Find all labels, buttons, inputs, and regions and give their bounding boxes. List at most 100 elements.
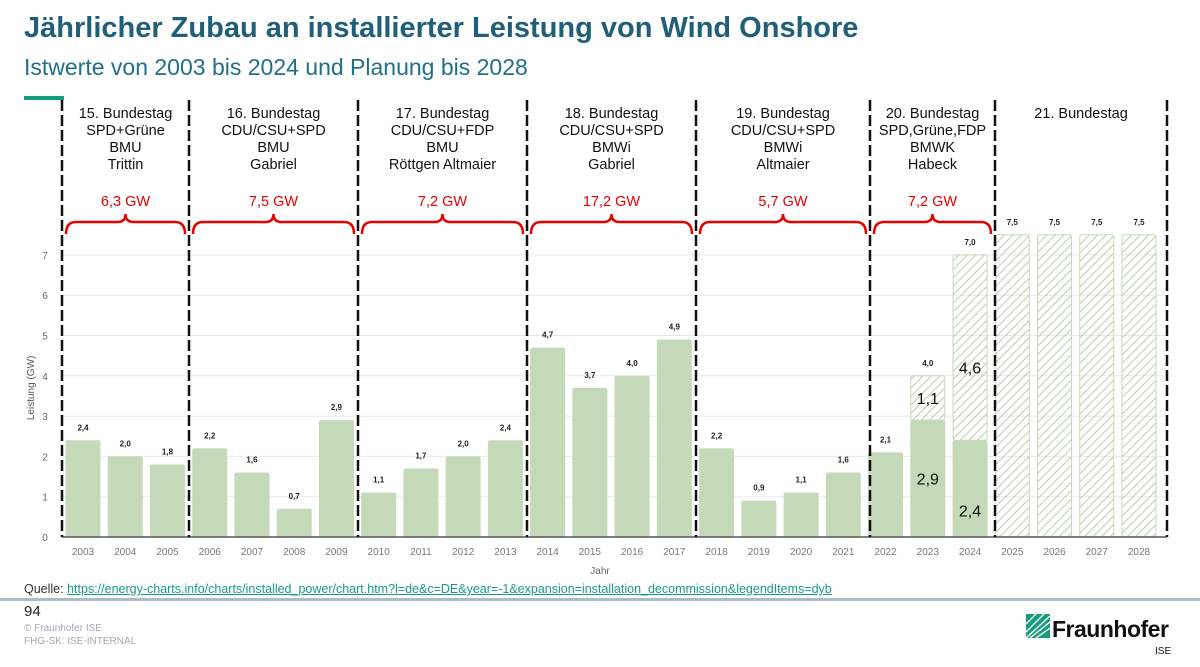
period-label: 19. Bundestag bbox=[736, 106, 830, 122]
period-label: BMWi bbox=[592, 140, 631, 156]
bar-inner-label: 2,4 bbox=[959, 504, 981, 521]
x-tick-label: 2019 bbox=[748, 547, 771, 558]
bar-planned bbox=[1121, 234, 1157, 538]
x-tick-label: 2027 bbox=[1086, 547, 1109, 558]
period-total-label: 17,2 GW bbox=[583, 194, 641, 210]
source-label: Quelle: bbox=[24, 582, 64, 596]
bar-actual bbox=[318, 420, 354, 537]
bar-actual bbox=[361, 492, 397, 537]
bar-planned bbox=[1037, 234, 1073, 538]
page-number: 94 bbox=[24, 603, 41, 620]
period-brace bbox=[191, 213, 356, 235]
bar-planned bbox=[1079, 234, 1115, 538]
bar-value-label: 7,5 bbox=[1091, 218, 1103, 227]
bar-value-label: 4,0 bbox=[627, 359, 639, 368]
bar-inner-label: 4,6 bbox=[959, 361, 981, 378]
period-brace bbox=[360, 213, 525, 235]
period-label: Altmaier bbox=[756, 157, 809, 173]
bar-actual bbox=[614, 375, 650, 537]
bar-actual bbox=[656, 339, 692, 537]
x-tick-label: 2015 bbox=[579, 547, 602, 558]
x-tick-label: 2023 bbox=[917, 547, 940, 558]
x-tick-label: 2004 bbox=[114, 547, 137, 558]
x-tick-label: 2013 bbox=[494, 547, 517, 558]
bar-actual bbox=[910, 420, 946, 537]
y-tick-label: 5 bbox=[42, 332, 48, 343]
bar-actual bbox=[699, 448, 735, 537]
x-tick-label: 2016 bbox=[621, 547, 644, 558]
bar-planned bbox=[994, 234, 1030, 538]
bar-actual bbox=[276, 508, 312, 537]
period-total-label: 7,5 GW bbox=[249, 194, 298, 210]
bar-value-label: 7,5 bbox=[1133, 218, 1145, 227]
period-brace bbox=[698, 213, 868, 235]
period-label: Trittin bbox=[108, 157, 144, 173]
x-tick-label: 2025 bbox=[1001, 547, 1024, 558]
x-tick-label: 2020 bbox=[790, 547, 813, 558]
bar-actual bbox=[530, 347, 566, 537]
bar-actual bbox=[192, 448, 228, 537]
bar-value-label: 2,4 bbox=[77, 423, 89, 432]
period-label: Gabriel bbox=[250, 157, 297, 173]
y-tick-label: 4 bbox=[42, 372, 48, 383]
period-label: BMU bbox=[426, 140, 458, 156]
bar-value-label: 4,9 bbox=[669, 323, 681, 332]
bar-value-label: 3,7 bbox=[584, 371, 596, 380]
y-tick-label: 2 bbox=[42, 452, 48, 463]
period-total-label: 6,3 GW bbox=[101, 194, 150, 210]
period-label: Gabriel bbox=[588, 157, 635, 173]
period-total-label: 5,7 GW bbox=[758, 194, 807, 210]
bar-actual bbox=[952, 440, 988, 537]
x-axis-label: Jahr bbox=[590, 566, 610, 577]
period-label: 16. Bundestag bbox=[227, 106, 321, 122]
bar-value-label: 2,4 bbox=[500, 423, 512, 432]
bar-value-label: 7,5 bbox=[1049, 218, 1061, 227]
y-tick-label: 3 bbox=[42, 412, 48, 423]
bar-value-label: 1,1 bbox=[373, 476, 385, 485]
bar-actual bbox=[403, 468, 439, 537]
bar-actual bbox=[572, 387, 608, 537]
period-label: CDU/CSU+SPD bbox=[221, 123, 325, 139]
bar-value-label: 1,6 bbox=[246, 456, 258, 465]
bar-value-label: 2,1 bbox=[880, 435, 892, 444]
copyright: © Fraunhofer ISE bbox=[24, 623, 102, 634]
x-tick-label: 2028 bbox=[1128, 547, 1151, 558]
source-link[interactable]: https://energy-charts.info/charts/instal… bbox=[67, 582, 832, 596]
bar-actual bbox=[825, 472, 861, 537]
x-tick-label: 2024 bbox=[959, 547, 982, 558]
x-tick-label: 2009 bbox=[325, 547, 348, 558]
period-label: BMWK bbox=[910, 140, 955, 156]
accent-bar bbox=[24, 96, 64, 100]
fraunhofer-logo-icon bbox=[1026, 614, 1050, 638]
x-tick-label: 2018 bbox=[705, 547, 728, 558]
period-label: BMU bbox=[257, 140, 289, 156]
period-label: Röttgen Altmaier bbox=[389, 157, 496, 173]
bar-actual bbox=[65, 440, 101, 537]
bar-value-label: 4,0 bbox=[922, 359, 934, 368]
period-total-label: 7,2 GW bbox=[908, 194, 957, 210]
x-tick-label: 2026 bbox=[1043, 547, 1066, 558]
logo-text: Fraunhofer bbox=[1052, 616, 1169, 642]
period-label: CDU/CSU+SPD bbox=[559, 123, 663, 139]
period-label: Habeck bbox=[908, 157, 958, 173]
period-brace bbox=[529, 213, 694, 235]
bar-actual bbox=[445, 456, 481, 537]
bar-value-label: 1,7 bbox=[415, 451, 427, 460]
bar-inner-label: 1,1 bbox=[917, 391, 939, 408]
bar-value-label: 0,9 bbox=[753, 484, 765, 493]
source-line: Quelle: https://energy-charts.info/chart… bbox=[24, 582, 832, 596]
x-tick-label: 2022 bbox=[874, 547, 897, 558]
y-tick-label: 1 bbox=[42, 493, 48, 504]
bar-planned bbox=[952, 254, 988, 441]
bar-actual bbox=[868, 452, 904, 537]
bar-value-label: 1,6 bbox=[838, 456, 850, 465]
period-label: CDU/CSU+SPD bbox=[731, 123, 835, 139]
bar-value-label: 1,1 bbox=[796, 476, 808, 485]
x-tick-label: 2008 bbox=[283, 547, 306, 558]
y-tick-label: 0 bbox=[42, 533, 48, 544]
bar-value-label: 2,2 bbox=[204, 431, 216, 440]
x-tick-label: 2010 bbox=[368, 547, 391, 558]
bar-actual bbox=[149, 464, 185, 537]
page-subtitle: Istwerte von 2003 bis 2024 und Planung b… bbox=[24, 54, 528, 80]
bar-value-label: 2,0 bbox=[120, 439, 132, 448]
